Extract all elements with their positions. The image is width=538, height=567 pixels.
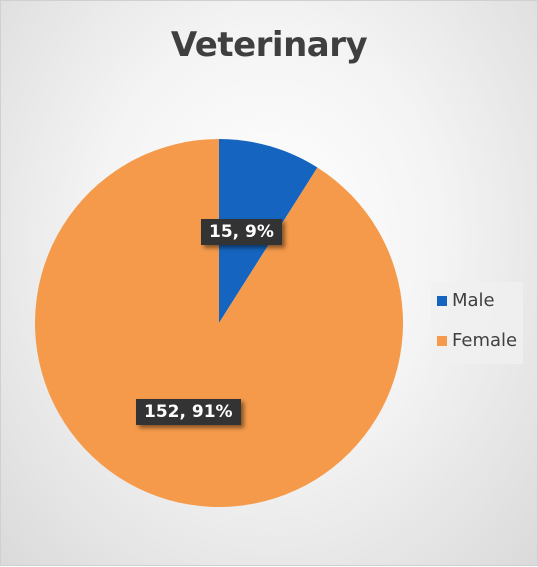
pie-slice-female (35, 139, 404, 507)
legend: Male Female (431, 282, 523, 364)
legend-swatch-male (437, 295, 447, 306)
data-label-female: 152, 91% (136, 399, 241, 425)
legend-item-male: Male (437, 290, 495, 311)
legend-swatch-female (437, 335, 447, 346)
legend-label-female: Female (452, 330, 518, 351)
chart-title: Veterinary (170, 25, 368, 65)
legend-label-male: Male (452, 290, 495, 311)
data-label-male: 15, 9% (201, 219, 282, 245)
legend-item-female: Female (437, 330, 517, 351)
